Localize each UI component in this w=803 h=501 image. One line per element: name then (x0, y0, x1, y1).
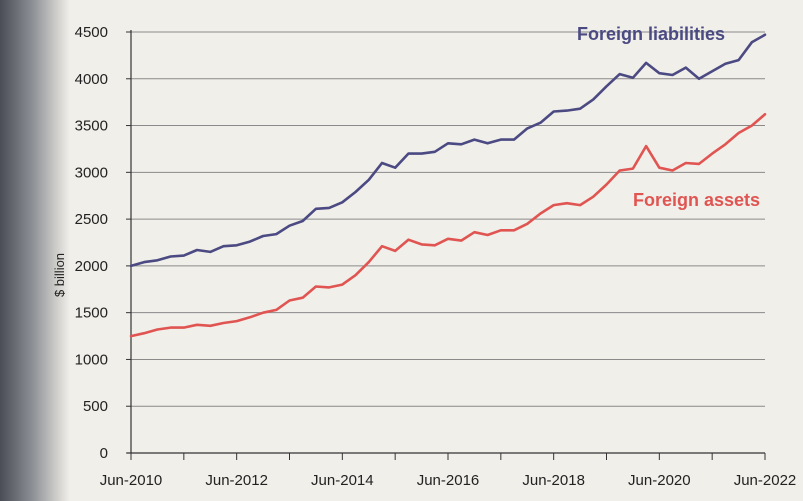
series-label-foreign-assets: Foreign assets (633, 190, 760, 210)
y-tick-label: 2500 (75, 211, 108, 228)
y-tick-label: 2000 (75, 258, 108, 275)
series-line-foreign-liabilities (129, 33, 767, 268)
y-tick-label: 4000 (75, 71, 108, 88)
x-tick-label: Jun-2014 (311, 472, 374, 489)
series-line-foreign-assets (129, 113, 767, 338)
x-tick-label: Jun-2010 (100, 472, 163, 489)
y-tick-label: 4500 (75, 24, 108, 41)
y-tick-label: 3500 (75, 118, 108, 135)
series-lines (129, 33, 767, 338)
x-tick-label: Jun-2016 (417, 472, 480, 489)
gridlines (131, 31, 765, 407)
y-axis-title: $ billion (52, 253, 67, 297)
y-tick-label: 0 (100, 445, 108, 462)
y-axis-tick-labels: 0 500 1000 1500 2000 2500 3000 3500 4000 4500 (75, 24, 108, 462)
x-tick-label: Jun-2018 (522, 472, 585, 489)
y-tick-label: 1500 (75, 305, 108, 322)
x-tick-label: Jun-2012 (205, 472, 268, 489)
series-label-foreign-liabilities: Foreign liabilities (577, 24, 725, 44)
x-tick-label: Jun-2020 (628, 472, 691, 489)
y-tick-label: 500 (83, 398, 108, 415)
y-tick-label: 1000 (75, 351, 108, 368)
x-tick-label: Jun-2022 (734, 472, 797, 489)
y-tick-label: 3000 (75, 164, 108, 181)
axes (126, 30, 766, 460)
x-axis-tick-labels: Jun-2010 Jun-2012 Jun-2014 Jun-2016 Jun-2018… (100, 472, 797, 489)
page-shadow (0, 0, 70, 501)
